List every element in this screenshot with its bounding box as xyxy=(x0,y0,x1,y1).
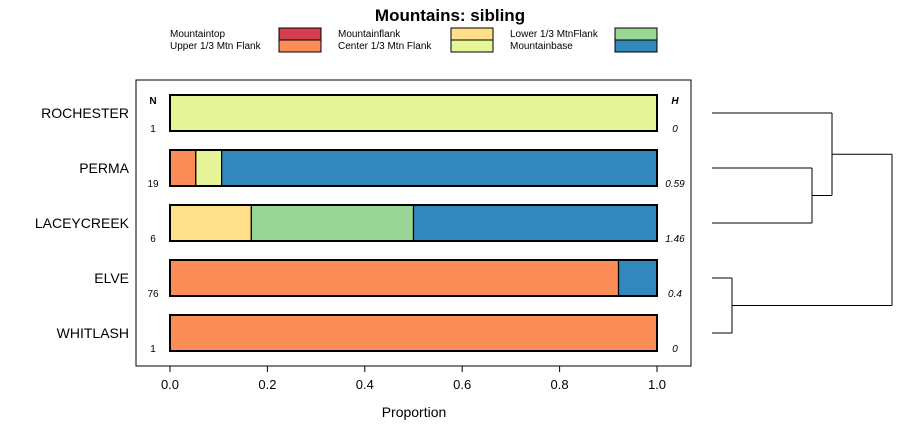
x-tick-label-0-4: 0.4 xyxy=(356,377,374,392)
h-value-elve: 0.4 xyxy=(668,289,682,300)
n-value-laceycreek: 6 xyxy=(150,234,156,245)
category-label-rochester: ROCHESTER xyxy=(41,105,129,121)
x-tick-label-0-6: 0.6 xyxy=(453,377,471,392)
legend-label-mountainflank: Mountainflank xyxy=(338,29,401,40)
n-value-perma: 19 xyxy=(147,179,159,190)
bar-segment-elve-mountainbase xyxy=(617,259,658,297)
x-tick-label-0-0: 0.0 xyxy=(161,377,179,392)
h-value-whitlash: 0 xyxy=(672,344,678,355)
legend-swatch-center-1-3-mtn-flank xyxy=(450,39,494,53)
bar-segment-whitlash-upper-1-3-mtn-flank xyxy=(169,314,658,352)
bar-segment-laceycreek-mountainbase xyxy=(412,204,658,242)
chart-title: Mountains: sibling xyxy=(375,6,525,25)
category-label-perma: PERMA xyxy=(79,160,129,176)
legend-swatch-upper-1-3-mtn-flank xyxy=(278,39,322,53)
n-value-elve: 76 xyxy=(147,289,159,300)
h-column-header: H xyxy=(671,96,679,107)
plot-frame xyxy=(135,79,692,367)
bar-outline-perma xyxy=(169,149,658,187)
h-value-rochester: 0 xyxy=(672,124,678,135)
bar-segment-elve-upper-1-3-mtn-flank xyxy=(169,259,620,297)
bar-segment-perma-mountainbase xyxy=(221,149,658,187)
category-labels: ROCHESTER PERMA LACEYCREEK ELVE WHITLASH xyxy=(35,105,130,341)
legend-label-lower-1-3-mtnflank: Lower 1/3 MtnFlank xyxy=(510,29,599,40)
n-value-rochester: 1 xyxy=(150,124,156,135)
legend-label-mountaintop: Mountaintop xyxy=(170,29,225,40)
bar-outline-laceycreek xyxy=(169,204,658,242)
bars-group: 1 0 19 0.59 6 1.46 76 0.4 1 0 xyxy=(147,94,685,355)
bar-segment-rochester-center-1-3-mtn-flank xyxy=(169,94,658,132)
legend-swatch-mountainflank xyxy=(450,27,494,41)
x-axis-title: Proportion xyxy=(382,404,447,420)
x-tick-label-0-8: 0.8 xyxy=(551,377,569,392)
x-tick-label-0-2: 0.2 xyxy=(258,377,276,392)
category-label-whitlash: WHITLASH xyxy=(57,325,129,341)
h-value-laceycreek: 1.46 xyxy=(665,234,685,245)
bar-segment-laceycreek-lower-1-3-mtnflank xyxy=(250,204,415,242)
n-column-header: N xyxy=(149,96,156,107)
x-axis: 0.0 0.2 0.4 0.6 0.8 1.0 xyxy=(161,366,666,392)
bar-segment-laceycreek-mountainflank xyxy=(169,204,252,242)
bar-segment-perma-center-1-3-mtn-flank xyxy=(195,149,223,187)
legend-label-upper-1-3-mtn-flank: Upper 1/3 Mtn Flank xyxy=(170,41,262,52)
legend-swatch-lower-1-3-mtnflank xyxy=(614,27,658,41)
legend-label-mountainbase: Mountainbase xyxy=(510,41,573,52)
bar-segment-perma-upper-1-3-mtn-flank xyxy=(169,149,197,187)
legend-swatch-mountainbase xyxy=(614,39,658,53)
h-value-perma: 0.59 xyxy=(665,179,685,190)
category-label-laceycreek: LACEYCREEK xyxy=(35,215,130,231)
n-value-whitlash: 1 xyxy=(150,344,156,355)
dendrogram xyxy=(712,112,893,334)
legend-swatch-mountaintop xyxy=(278,27,322,41)
bar-outline-rochester xyxy=(169,94,658,132)
x-tick-label-1-0: 1.0 xyxy=(648,377,666,392)
bar-outline-elve xyxy=(169,259,658,297)
bar-outline-whitlash xyxy=(169,314,658,352)
category-label-elve: ELVE xyxy=(94,270,129,286)
legend-label-center-1-3-mtn-flank: Center 1/3 Mtn Flank xyxy=(338,41,432,52)
